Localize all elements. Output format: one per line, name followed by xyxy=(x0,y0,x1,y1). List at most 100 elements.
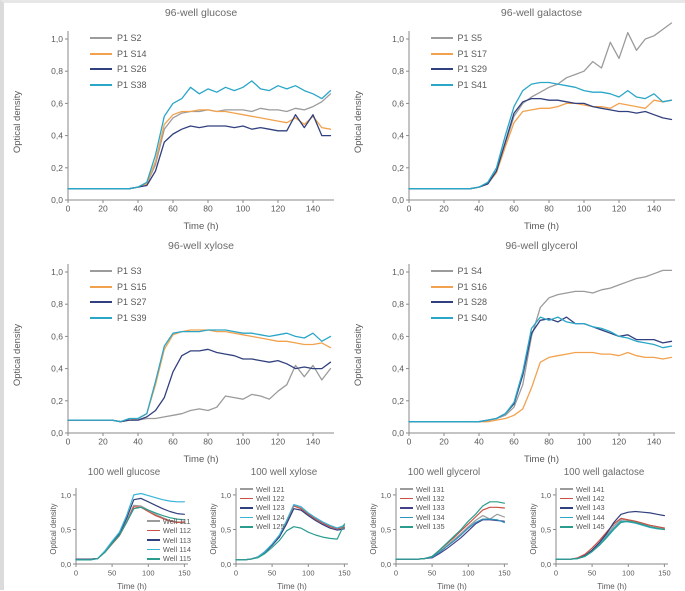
legend-swatch xyxy=(147,520,160,522)
y-tick-label: 0,4 xyxy=(392,131,404,141)
legend-label: Well 145 xyxy=(576,522,605,531)
x-tick-label: 0 xyxy=(234,569,238,578)
legend-item: Well 112 xyxy=(147,526,191,534)
series-line-P1-S27 xyxy=(68,349,331,421)
legend-item: Well 115 xyxy=(147,555,191,563)
legend-swatch xyxy=(147,549,160,551)
legend-item: P1 S2 xyxy=(90,33,147,43)
y-tick-label: 0,4 xyxy=(392,364,404,374)
legend-item: Well 113 xyxy=(147,536,191,544)
y-tick-label: 0,2 xyxy=(392,396,404,406)
legend-item: Well 145 xyxy=(560,523,605,531)
legend-swatch xyxy=(560,517,573,519)
x-tick-label: 20 xyxy=(439,204,449,214)
legend-swatch xyxy=(240,498,253,500)
legend-label: Well 111 xyxy=(163,517,191,526)
legend-label: P1 S15 xyxy=(117,282,147,292)
y-tick-label: 0,6 xyxy=(392,98,404,108)
x-tick-label: 140 xyxy=(646,437,660,447)
legend-swatch xyxy=(90,68,112,70)
legend-label: Well 133 xyxy=(416,503,445,512)
legend-item: P1 S17 xyxy=(431,49,488,59)
legend-label: Well 143 xyxy=(576,503,605,512)
y-tick-label: 0,2 xyxy=(51,396,63,406)
y-tick-label: 0,8 xyxy=(51,66,63,76)
x-tick-label: 80 xyxy=(203,437,213,447)
x-tick-label: 0 xyxy=(66,204,71,214)
legend-item: Well 122 xyxy=(240,494,285,502)
y-tick-label: 0,0 xyxy=(221,560,231,569)
legend-label: Well 121 xyxy=(256,485,285,494)
y-tick-label: 0,8 xyxy=(392,66,404,76)
x-tick-label: 150 xyxy=(658,569,671,578)
legend-swatch xyxy=(400,526,413,528)
x-tick-label: 140 xyxy=(306,437,320,447)
series-line-P1-S3 xyxy=(68,365,331,421)
legend-swatch xyxy=(400,507,413,509)
x-tick-label: 150 xyxy=(178,569,191,578)
x-tick-label: 40 xyxy=(474,204,484,214)
legend-item: Well 124 xyxy=(240,513,285,521)
legend-label: Well 134 xyxy=(416,513,445,522)
y-tick-label: 1,0 xyxy=(51,267,63,277)
legend-label: P1 S16 xyxy=(458,282,488,292)
y-tick-label: 1,0 xyxy=(392,34,404,44)
legend-swatch xyxy=(431,37,453,39)
legend-label: Well 132 xyxy=(416,494,445,503)
y-tick-label: 0,6 xyxy=(51,98,63,108)
legend-swatch xyxy=(560,507,573,509)
legend-swatch xyxy=(147,558,160,560)
legend-swatch xyxy=(240,526,253,528)
legend-item: Well 134 xyxy=(400,513,445,521)
legend-label: P1 S28 xyxy=(458,297,488,307)
legend-label: Well 115 xyxy=(163,554,191,563)
legend-item: P1 S29 xyxy=(431,64,488,74)
legend-swatch xyxy=(147,539,160,541)
legend-label: P1 S5 xyxy=(458,33,483,43)
legend-item: P1 S39 xyxy=(90,313,147,323)
legend-label: Well 125 xyxy=(256,522,285,531)
x-tick-label: 150 xyxy=(498,569,511,578)
legend-swatch xyxy=(240,488,253,490)
x-axis-label: Time (h) xyxy=(68,221,334,232)
x-tick-label: 60 xyxy=(168,437,178,447)
legend-label: P1 S26 xyxy=(117,64,147,74)
legend-item: Well 125 xyxy=(240,523,285,531)
legend-label: Well 144 xyxy=(576,513,605,522)
legend-label: Well 113 xyxy=(163,536,191,545)
x-axis-label: Time (h) xyxy=(68,454,334,465)
series-line-P1-S2 xyxy=(68,94,331,189)
y-tick-label: 0,0 xyxy=(392,428,404,438)
legend-swatch xyxy=(147,530,160,532)
legend-swatch xyxy=(90,270,112,272)
x-tick-label: 50 xyxy=(268,569,276,578)
legend-swatch xyxy=(90,53,112,55)
y-tick-label: 0,8 xyxy=(392,299,404,309)
legend-item: P1 S4 xyxy=(431,266,488,276)
y-tick-label: 0,5 xyxy=(381,526,391,535)
legend-swatch xyxy=(90,37,112,39)
legend-swatch xyxy=(560,488,573,490)
legend-item: Well 132 xyxy=(400,494,445,502)
legend-item: P1 S40 xyxy=(431,313,488,323)
x-tick-label: 100 xyxy=(236,204,250,214)
series-line-P1-S28 xyxy=(409,317,672,422)
x-tick-label: 100 xyxy=(576,437,590,447)
x-tick-label: 60 xyxy=(509,437,519,447)
legend: P1 S4 P1 S16 P1 S28 P1 S40 xyxy=(431,266,488,323)
series-line-P1-S29 xyxy=(409,99,672,189)
legend-label: P1 S38 xyxy=(117,80,147,90)
legend-label: Well 142 xyxy=(576,494,605,503)
legend-item: P1 S15 xyxy=(90,282,147,292)
legend-item: Well 123 xyxy=(240,504,285,512)
y-tick-label: 0,0 xyxy=(541,560,551,569)
